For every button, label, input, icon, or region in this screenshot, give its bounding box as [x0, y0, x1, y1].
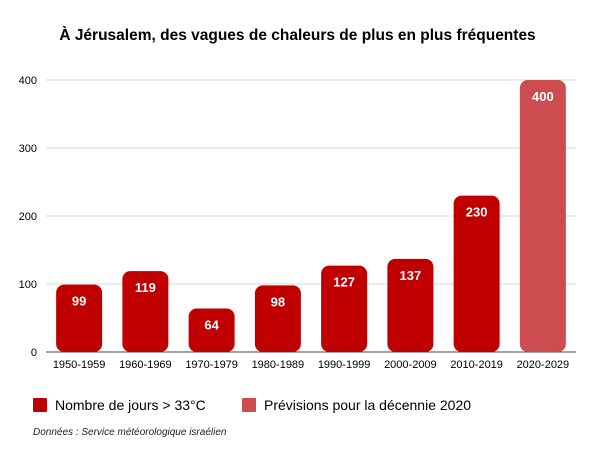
x-tick-label: 2020-2029 — [517, 359, 570, 371]
bar-1990-1999 — [321, 265, 368, 352]
bar-1960-1969 — [122, 271, 169, 352]
x-tick-label: 1950-1959 — [53, 359, 106, 371]
x-tick-label: 1990-1999 — [318, 359, 371, 371]
legend-label-forecast: Prévisions pour la décennie 2020 — [264, 397, 472, 413]
legend-swatch-forecast — [242, 398, 256, 412]
x-tick-label: 1960-1969 — [119, 359, 172, 371]
bar-2010-2019 — [453, 195, 500, 352]
y-tick-label: 100 — [19, 279, 37, 291]
y-tick-label: 300 — [19, 143, 37, 155]
x-tick-label: 1970-1979 — [185, 359, 238, 371]
y-tick-label: 0 — [31, 347, 37, 359]
x-tick-label: 2010-2019 — [450, 359, 503, 371]
x-tick-label: 1980-1989 — [252, 359, 305, 371]
data-label-1970-1979: 64 — [204, 317, 219, 332]
bars — [56, 80, 566, 352]
source-note: Données : Service météorologique israéli… — [33, 427, 227, 438]
data-labels: 99 119 64 98 127 137 230 400 — [72, 89, 554, 332]
legend-item-observed: Nombre de jours > 33°C — [33, 397, 206, 413]
bar-1970-1979 — [188, 308, 235, 352]
y-tick-label: 200 — [19, 211, 37, 223]
data-label-2010-2019: 230 — [466, 205, 488, 220]
data-label-1990-1999: 127 — [333, 275, 355, 290]
bar-1980-1989 — [254, 285, 301, 352]
x-tick-label: 2000-2009 — [384, 359, 437, 371]
x-axis-ticks: 1950-1959 1960-1969 1970-1979 1980-1989 1990… — [53, 359, 569, 371]
bar-chart: 0 100 200 300 400 99 119 64 98 127 137 230 400 1950… — [19, 75, 576, 371]
data-label-1980-1989: 98 — [271, 294, 285, 309]
bar-2020-2029 — [519, 80, 566, 352]
chart-title: À Jérusalem, des vagues de chaleurs de p… — [59, 27, 536, 44]
legend-swatch-observed — [33, 398, 47, 412]
y-tick-label: 400 — [19, 75, 37, 87]
data-label-2000-2009: 137 — [400, 268, 422, 283]
bar-1950-1959 — [56, 284, 103, 352]
y-axis-ticks: 0 100 200 300 400 — [19, 75, 37, 359]
legend-label-observed: Nombre de jours > 33°C — [55, 397, 206, 413]
legend-item-forecast: Prévisions pour la décennie 2020 — [242, 397, 471, 413]
data-label-1960-1969: 119 — [135, 280, 156, 295]
data-label-2020-2029: 400 — [532, 89, 554, 104]
data-label-1950-1959: 99 — [72, 294, 86, 309]
bar-2000-2009 — [387, 258, 434, 352]
